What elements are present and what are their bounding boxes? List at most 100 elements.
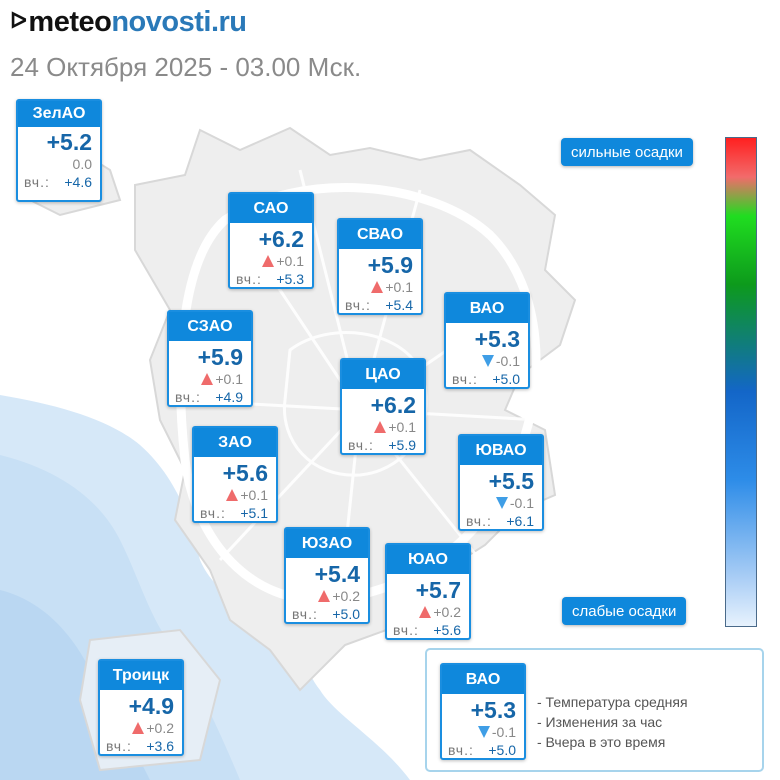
yesterday-label: вч.: xyxy=(200,505,226,521)
yesterday-label: вч.: xyxy=(452,371,478,387)
precipitation-color-scale xyxy=(725,137,757,627)
avg-temperature: +6.2 xyxy=(258,226,304,252)
district-name: ЦАО xyxy=(342,360,424,389)
logo-text-meteo: meteo xyxy=(28,6,112,38)
avg-temperature: +5.4 xyxy=(314,561,360,587)
arrow-up-icon xyxy=(318,590,331,602)
avg-temperature: +5.2 xyxy=(46,129,92,155)
change-value: 0.0 xyxy=(72,156,92,172)
legend-desc-yesterday: - Вчера в это время xyxy=(537,734,666,750)
avg-temperature: +5.7 xyxy=(415,577,461,603)
hourly-change: +0.1 xyxy=(374,419,416,435)
yesterday-temperature: +3.6 xyxy=(146,738,174,754)
change-value: -0.1 xyxy=(509,495,534,511)
avg-temperature: +5.9 xyxy=(367,252,413,278)
change-value: -0.1 xyxy=(495,353,520,369)
district-name: СВАО xyxy=(339,220,421,249)
district-card-svao: СВАО +5.9 +0.1 вч.: +5.4 xyxy=(337,218,423,315)
hourly-change: +0.2 xyxy=(419,604,461,620)
arrow-up-icon xyxy=(371,281,384,293)
district-name: ЗелАО xyxy=(18,101,100,127)
arrow-up-icon xyxy=(201,373,214,385)
scale-label-heavy: сильные осадки xyxy=(561,138,693,166)
change-value: +0.2 xyxy=(146,720,174,736)
legend-desc-change: - Изменения за час xyxy=(537,714,663,730)
hourly-change: +0.1 xyxy=(371,279,413,295)
arrow-down-icon xyxy=(481,355,494,367)
logo-text-domain: novosti.ru xyxy=(111,6,247,38)
district-name: ВАО xyxy=(442,665,524,694)
hourly-change: -0.1 xyxy=(495,495,534,511)
yesterday-label: вч.: xyxy=(24,174,50,190)
arrow-down-icon xyxy=(477,726,490,738)
yesterday-temperature: +5.0 xyxy=(332,606,360,622)
yesterday-row: вч.: +5.0 xyxy=(452,371,520,387)
yesterday-temperature: +5.6 xyxy=(433,622,461,638)
yesterday-temperature: +6.1 xyxy=(506,513,534,529)
change-value: +0.1 xyxy=(385,279,413,295)
arrow-up-icon xyxy=(132,722,145,734)
district-card-cao: ЦАО +6.2 +0.1 вч.: +5.9 xyxy=(340,358,426,455)
yesterday-label: вч.: xyxy=(236,271,262,287)
avg-temperature: +5.6 xyxy=(222,460,268,486)
district-name: САО xyxy=(230,194,312,223)
hourly-change: 0.0 xyxy=(73,156,92,172)
yesterday-row: вч.: +5.0 xyxy=(448,742,516,758)
yesterday-temperature: +5.1 xyxy=(240,505,268,521)
yesterday-label: вч.: xyxy=(466,513,492,529)
hourly-change: +0.1 xyxy=(201,371,243,387)
district-name: Троицк xyxy=(100,661,182,690)
yesterday-label: вч.: xyxy=(448,742,474,758)
change-value: +0.2 xyxy=(332,588,360,604)
hourly-change: +0.1 xyxy=(262,253,304,269)
district-name: СЗАО xyxy=(169,312,251,341)
hourly-change: +0.2 xyxy=(132,720,174,736)
forecast-datetime: 24 Октября 2025 - 03.00 Мск. xyxy=(10,52,362,82)
legend-box: ВАО +5.3 -0.1 вч.: +5.0 - Температура сре… xyxy=(425,648,764,772)
district-card-zelao: ЗелАО +5.2 0.0 вч.: +4.6 xyxy=(16,99,102,202)
yesterday-row: вч.: +5.4 xyxy=(345,297,413,313)
yesterday-row: вч.: +5.0 xyxy=(292,606,360,622)
change-value: +0.2 xyxy=(433,604,461,620)
site-logo[interactable]: ᐅmeteonovosti.ru xyxy=(10,6,247,39)
yesterday-temperature: +4.6 xyxy=(64,174,92,190)
change-value: +0.1 xyxy=(215,371,243,387)
district-card-sao: САО +6.2 +0.1 вч.: +5.3 xyxy=(228,192,314,289)
yesterday-label: вч.: xyxy=(175,389,201,405)
hourly-change: -0.1 xyxy=(481,353,520,369)
district-name: ЮВАО xyxy=(460,436,542,465)
yesterday-row: вч.: +6.1 xyxy=(466,513,534,529)
district-name: ЮАО xyxy=(387,545,469,574)
change-value: +0.1 xyxy=(276,253,304,269)
arrow-up-icon xyxy=(374,421,387,433)
yesterday-row: вч.: +4.9 xyxy=(175,389,243,405)
district-card-yuvao: ЮВАО +5.5 -0.1 вч.: +6.1 xyxy=(458,434,544,531)
yesterday-label: вч.: xyxy=(393,622,419,638)
yesterday-row: вч.: +5.6 xyxy=(393,622,461,638)
legend-desc-temperature: - Температура средняя xyxy=(537,694,688,710)
district-name: ВАО xyxy=(446,294,528,323)
yesterday-row: вч.: +4.6 xyxy=(24,174,92,190)
avg-temperature: +5.3 xyxy=(474,326,520,352)
district-card-troitsk: Троицк +4.9 +0.2 вч.: +3.6 xyxy=(98,659,184,756)
hourly-change: +0.1 xyxy=(226,487,268,503)
legend-descriptions: - Температура средняя - Изменения за час… xyxy=(537,692,688,752)
yesterday-row: вч.: +5.3 xyxy=(236,271,304,287)
yesterday-label: вч.: xyxy=(348,437,374,453)
district-card-szao: СЗАО +5.9 +0.1 вч.: +4.9 xyxy=(167,310,253,407)
yesterday-label: вч.: xyxy=(292,606,318,622)
yesterday-temperature: +5.0 xyxy=(492,371,520,387)
yesterday-row: вч.: +5.1 xyxy=(200,505,268,521)
change-value: -0.1 xyxy=(491,724,516,740)
district-card-zao: ЗАО +5.6 +0.1 вч.: +5.1 xyxy=(192,426,278,523)
change-value: +0.1 xyxy=(388,419,416,435)
hourly-change: +0.2 xyxy=(318,588,360,604)
arrow-down-icon xyxy=(495,497,508,509)
yesterday-temperature: +5.3 xyxy=(276,271,304,287)
change-value: +0.1 xyxy=(240,487,268,503)
yesterday-temperature: +5.9 xyxy=(388,437,416,453)
district-card-yuzao: ЮЗАО +5.4 +0.2 вч.: +5.0 xyxy=(284,527,370,624)
district-name: ЮЗАО xyxy=(286,529,368,558)
district-card-vao: ВАО +5.3 -0.1 вч.: +5.0 xyxy=(444,292,530,389)
avg-temperature: +5.5 xyxy=(488,468,534,494)
